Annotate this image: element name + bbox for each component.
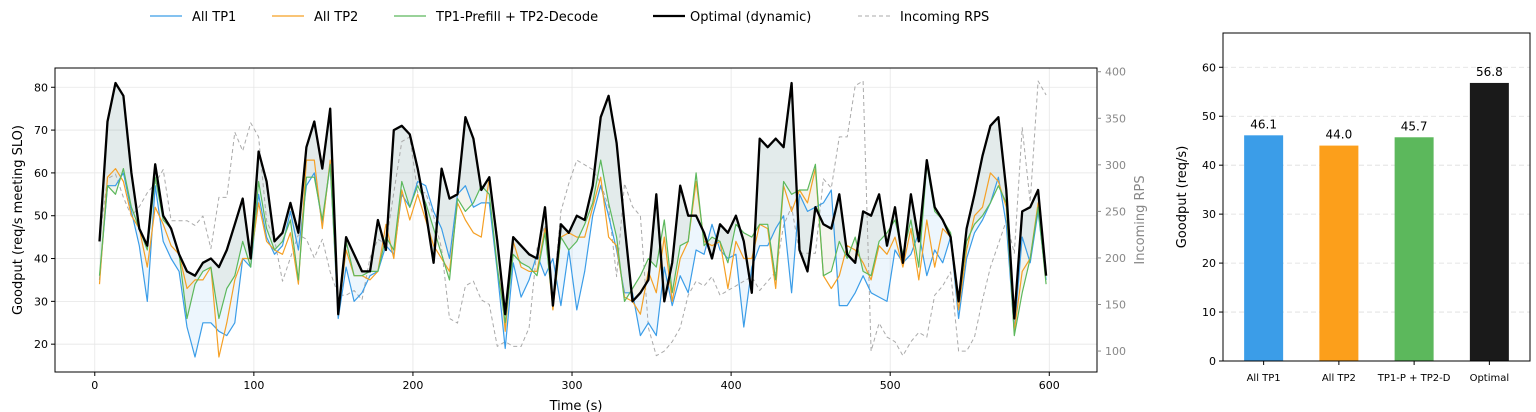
gain-fills xyxy=(99,82,1047,358)
x-tick-label: All TP2 xyxy=(1322,373,1356,384)
y-tick-label: 20 xyxy=(1202,257,1216,270)
series-line-4 xyxy=(99,80,1047,357)
x-tick-label: 400 xyxy=(721,379,742,392)
y2-tick-label: 350 xyxy=(1105,112,1126,125)
x-axis-label: Time (s) xyxy=(549,399,603,412)
legend-label: All TP1 xyxy=(192,10,236,25)
x-axis-ticks: 0 100 200 300 400 500 600 xyxy=(91,372,1060,392)
y2-axis-label: Incoming RPS xyxy=(1133,175,1148,264)
y-axis-label: Goodput (req/s meeting SLO) xyxy=(11,125,26,315)
y2-tick-label: 400 xyxy=(1105,66,1126,79)
goodput-line-chart: 0 100 200 300 400 500 600 20 30 40 50 60 70 80 100 15… xyxy=(11,66,1148,412)
bar xyxy=(1469,82,1509,361)
x-axis-ticks: All TP1 All TP2 TP1-P + TP2-D Optimal xyxy=(1247,361,1510,384)
y-tick-label: 20 xyxy=(34,338,48,351)
legend: All TP1 All TP2 TP1-Prefill + TP2-Decode Op… xyxy=(150,10,989,25)
bar-value-label: 45.7 xyxy=(1401,119,1428,133)
x-tick-label: 0 xyxy=(91,379,98,392)
bar-value-label: 56.8 xyxy=(1476,65,1503,79)
bar xyxy=(1244,135,1284,361)
bar-value-label: 46.1 xyxy=(1250,117,1277,131)
y2-tick-label: 150 xyxy=(1105,298,1126,311)
plot-frame xyxy=(1222,32,1531,362)
legend-label: Incoming RPS xyxy=(900,10,989,25)
y-tick-label: 50 xyxy=(1202,110,1216,123)
y-tick-label: 30 xyxy=(1202,208,1216,221)
y-axis-label: Goodput (req/s) xyxy=(1175,146,1190,249)
y-tick-label: 70 xyxy=(34,124,48,137)
series-line-1 xyxy=(98,159,1047,358)
bar xyxy=(1319,145,1359,361)
y-tick-label: 60 xyxy=(1202,61,1216,74)
x-tick-label: TP1-P + TP2-D xyxy=(1377,373,1451,384)
y-tick-label: 10 xyxy=(1202,306,1216,319)
plot-frame xyxy=(54,67,1098,373)
y-tick-label: 40 xyxy=(1202,159,1216,172)
y-axis-ticks: 0 10 20 30 40 50 60 xyxy=(1202,61,1223,368)
y-tick-label: 50 xyxy=(34,210,48,223)
y2-tick-label: 250 xyxy=(1105,205,1126,218)
bar-value-label: 44.0 xyxy=(1326,128,1353,142)
x-tick-label: All TP1 xyxy=(1247,373,1281,384)
x-tick-label: 300 xyxy=(562,379,583,392)
y-tick-label: 60 xyxy=(34,167,48,180)
y2-tick-label: 200 xyxy=(1105,252,1126,265)
legend-label: Optimal (dynamic) xyxy=(690,10,811,25)
y-tick-label: 40 xyxy=(34,253,48,266)
y2-axis-ticks: 100 150 200 250 300 350 400 xyxy=(1097,66,1126,358)
y-tick-label: 80 xyxy=(34,81,48,94)
gain-fill-tp1 xyxy=(99,82,1047,358)
y-tick-label: 0 xyxy=(1209,355,1216,368)
bars: 46.1 44.0 45.7 56.8 xyxy=(1244,65,1509,361)
y-tick-label: 30 xyxy=(34,295,48,308)
x-tick-label: Optimal xyxy=(1470,373,1510,384)
y2-tick-label: 300 xyxy=(1105,159,1126,172)
x-tick-label: 600 xyxy=(1039,379,1060,392)
series-line-3 xyxy=(98,81,1048,320)
series-line-2 xyxy=(98,159,1047,337)
gain-fill-mixed xyxy=(99,82,1047,336)
legend-label: TP1-Prefill + TP2-Decode xyxy=(435,10,598,25)
x-tick-label: 100 xyxy=(243,379,264,392)
y2-tick-label: 100 xyxy=(1105,345,1126,358)
y-axis-ticks: 20 30 40 50 60 70 80 xyxy=(34,81,55,351)
x-tick-label: 200 xyxy=(402,379,423,392)
legend-label: All TP2 xyxy=(314,10,358,25)
series-lines xyxy=(98,80,1048,358)
bar xyxy=(1394,137,1434,361)
x-tick-label: 500 xyxy=(880,379,901,392)
series-line-0 xyxy=(98,163,1047,358)
